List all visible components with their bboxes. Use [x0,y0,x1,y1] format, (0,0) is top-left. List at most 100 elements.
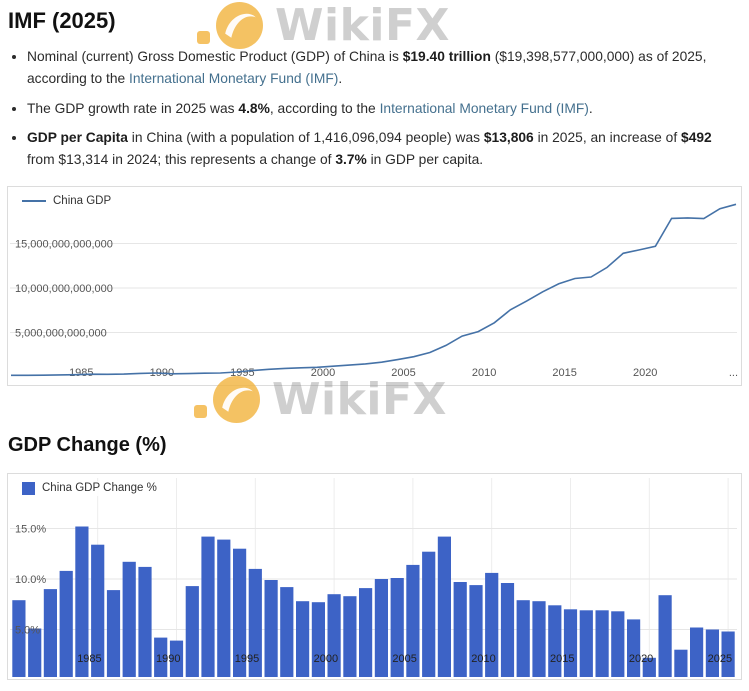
bar-chart-plot-area[interactable]: 5.0% 10.0% 15.0% 1985 1990 1995 2000 2005 2010 20… [8,474,739,677]
china-gdp-line-series[interactable] [11,203,737,376]
svg-text:1995: 1995 [235,653,259,665]
y-tick-labels: 5.0% 10.0% 15.0% [15,523,46,636]
text-segment: from $13,314 in 2024; this represents a … [27,152,336,168]
svg-text:2025: 2025 [708,653,732,665]
svg-text:2000: 2000 [314,653,338,665]
legend-line-swatch-icon [22,199,46,202]
bar-year-2023 [690,627,704,677]
svg-text:2005: 2005 [392,653,416,665]
bar-year-2006 [422,551,436,677]
bar-year-2011 [500,582,515,677]
line-chart-legend[interactable]: China GDP [18,193,116,208]
bold-value: GDP per Capita [27,130,128,146]
svg-text:1995: 1995 [230,367,254,379]
svg-text:2015: 2015 [550,653,574,665]
bar-year-1987 [122,561,136,677]
bar-year-1994 [233,548,247,677]
legend-label: China GDP Change % [42,482,157,495]
page-title: IMF (2025) [8,8,116,33]
bar-year-1986 [106,589,121,677]
bar-year-2022 [674,649,688,677]
svg-text:1985: 1985 [69,367,93,379]
bar-year-1985 [91,544,105,677]
bar-year-1988 [138,566,152,677]
bold-value: $19.40 trillion [402,49,491,64]
bar-year-1990 [169,640,184,677]
x-tick-labels: 1985 1990 1995 2000 2005 2010 2015 2020 2025 [77,653,732,665]
bar-year-1984 [75,526,89,677]
bar-year-1993 [217,539,231,677]
bar-year-1997 [280,586,294,677]
svg-text:2010: 2010 [471,653,495,665]
bar-year-2004 [390,577,404,677]
svg-text:2015: 2015 [552,367,576,379]
legend-box-swatch-icon [22,481,35,495]
bar-year-1983 [59,570,73,677]
china-gdp-line-chart: China GDP 5,000,000,000,000 10,000,000,00… [7,185,742,386]
list-item: Nominal (current) Gross Domestic Product… [27,46,739,91]
text-segment: , according to the [269,100,380,116]
text-segment: in 2025, an increase of [533,130,682,146]
svg-text:1990: 1990 [156,653,180,665]
imf-link[interactable]: International Monetary Fund (IMF) [379,100,589,116]
svg-text:2000: 2000 [311,367,335,379]
bar-chart-legend[interactable]: China GDP Change % [18,480,161,496]
bold-value: 4.8% [238,100,270,116]
text-segment: The GDP growth rate in 2025 was [27,100,239,116]
text-segment: in China (with a population of 1,416,096… [127,130,484,146]
bar-year-1980 [12,599,26,677]
line-chart-plot-area[interactable]: 5,000,000,000,000 10,000,000,000,000 15,00… [8,187,739,383]
bar-year-2013 [532,600,546,677]
bar-year-2024 [705,629,719,677]
bar-year-2008 [453,581,467,677]
imf-link[interactable]: International Monetary Fund (IMF) [129,71,339,87]
bar-year-1992 [201,536,215,677]
bar-year-1991 [185,585,199,677]
svg-text:2020: 2020 [629,653,653,665]
svg-text:5.0%: 5.0% [15,624,40,636]
bar-year-1995 [248,568,262,677]
section-title-gdp-change: GDP Change (%) [8,433,167,456]
summary-list: Nominal (current) Gross Domestic Product… [12,46,739,172]
bar-year-2014 [548,605,562,677]
bar-year-2021 [658,594,672,677]
text-segment: Nominal (current) Gross Domestic Product… [27,49,403,64]
svg-text:1985: 1985 [77,653,101,665]
svg-text:2020: 2020 [633,367,657,379]
list-item: The GDP growth rate in 2025 was 4.8%, ac… [27,98,739,120]
y-gridlines [10,242,737,333]
svg-text:15.0%: 15.0% [15,523,46,535]
bar-year-2015 [563,609,578,677]
bar-year-2002 [359,587,373,677]
list-item: GDP per Capita in China (with a populati… [27,127,739,172]
wikifx-tag-icon [194,405,207,418]
bar-year-2010 [485,572,499,677]
svg-text:2010: 2010 [472,367,496,379]
bar-year-2001 [343,595,357,677]
bar-year-2019 [627,619,641,677]
bar-year-2020 [642,657,656,677]
svg-text:10,000,000,000,000: 10,000,000,000,000 [15,283,113,295]
bold-value: 3.7% [335,152,367,168]
bar-year-1989 [154,637,168,677]
bar-year-2012 [516,599,530,677]
svg-text:10.0%: 10.0% [15,574,46,586]
text-segment: ($19,398,577,000,000) as of 2025, accord… [27,49,707,87]
bar-series[interactable] [12,526,735,677]
bold-value: $13,806 [483,130,534,146]
bar-year-1999 [311,601,325,677]
bar-year-2017 [595,610,609,677]
x-tick-labels: 1985 1990 1995 2000 2005 2010 2015 2020... [69,367,738,379]
bar-year-1981 [28,628,42,677]
bar-year-2007 [437,536,451,677]
bar-year-2009 [469,584,483,677]
china-gdp-change-bar-chart: China GDP Change % 5.0% 10.0% 15.0% 1985 199… [7,472,742,680]
bar-year-1982 [43,588,57,677]
bar-year-2018 [611,611,625,677]
svg-text:...: ... [729,367,738,379]
y-tick-labels: 5,000,000,000,000 10,000,000,000,000 15,00… [15,238,113,339]
text-segment: . [588,100,593,116]
bar-year-1996 [264,579,278,677]
svg-text:2005: 2005 [391,367,415,379]
